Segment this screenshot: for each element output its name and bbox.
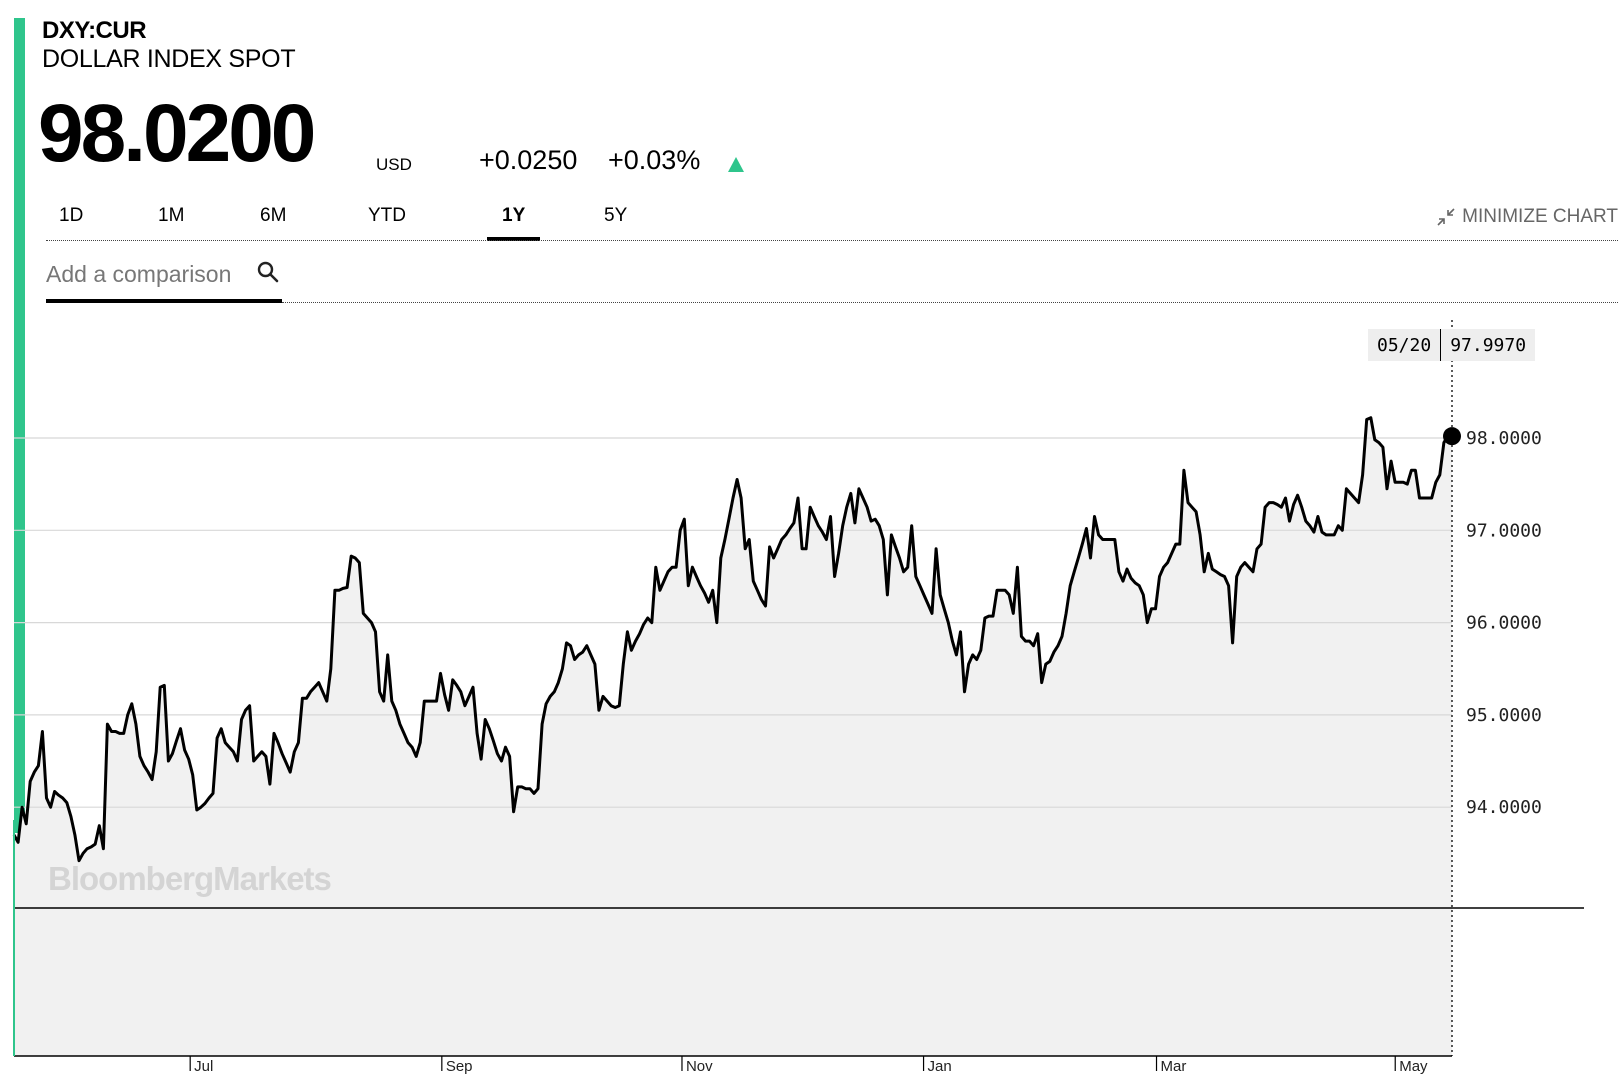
y-tick-label: 98.0000 [1466,428,1542,449]
active-tab-indicator [487,237,540,241]
tab-5y[interactable]: 5Y [604,205,628,226]
instrument-name: DOLLAR INDEX SPOT [42,45,296,73]
tab-ytd[interactable]: YTD [368,205,406,226]
comparison-input[interactable] [46,252,246,296]
accent-bar [14,18,25,833]
x-tick-label: Nov [686,1058,713,1075]
watermark: BloombergMarkets [48,860,332,897]
price-line [12,416,1452,863]
comparison-divider [282,302,1618,303]
x-tick-label: May [1399,1058,1428,1075]
tab-1y[interactable]: 1Y [502,205,526,226]
crosshair-readout: 05/20 97.9970 [1368,329,1536,361]
range-tabs: 1D 1M 6M YTD 1Y 5Y [46,193,1622,241]
y-tick-label: 95.0000 [1466,705,1542,726]
tabs-divider [46,240,1618,241]
price-change-percent: +0.03% [608,145,701,175]
minimize-arrows-icon [1437,208,1455,226]
search-icon[interactable] [256,260,280,284]
minimize-chart-label: MINIMIZE CHART [1462,206,1618,227]
comparison-search [46,252,282,300]
y-tick-label: 96.0000 [1466,613,1542,634]
x-tick-label: Mar [1161,1058,1187,1075]
x-tick-label: Jan [928,1058,952,1075]
tab-1d[interactable]: 1D [59,205,84,226]
tab-6m[interactable]: 6M [260,205,287,226]
comparison-underline [46,299,282,303]
last-price-dot [1443,427,1461,446]
price-change: +0.0250 [479,145,578,175]
x-tick-label: Jul [194,1058,213,1075]
minimize-chart-button[interactable]: MINIMIZE CHART [1436,206,1618,228]
crosshair-separator [1440,329,1442,361]
currency-label: USD [376,155,412,174]
chart-area-fill [14,417,1452,1056]
triangle-up-icon [728,157,744,172]
last-price: 98.0200 [38,88,316,179]
x-tick-label: Sep [446,1058,473,1075]
ticker-symbol: DXY:CUR [42,17,147,44]
crosshair-value: 97.9970 [1450,334,1527,356]
y-tick-label: 94.0000 [1466,797,1542,818]
tab-1m[interactable]: 1M [158,205,185,226]
y-tick-label: 97.0000 [1466,520,1542,541]
crosshair-date: 05/20 [1377,334,1432,356]
